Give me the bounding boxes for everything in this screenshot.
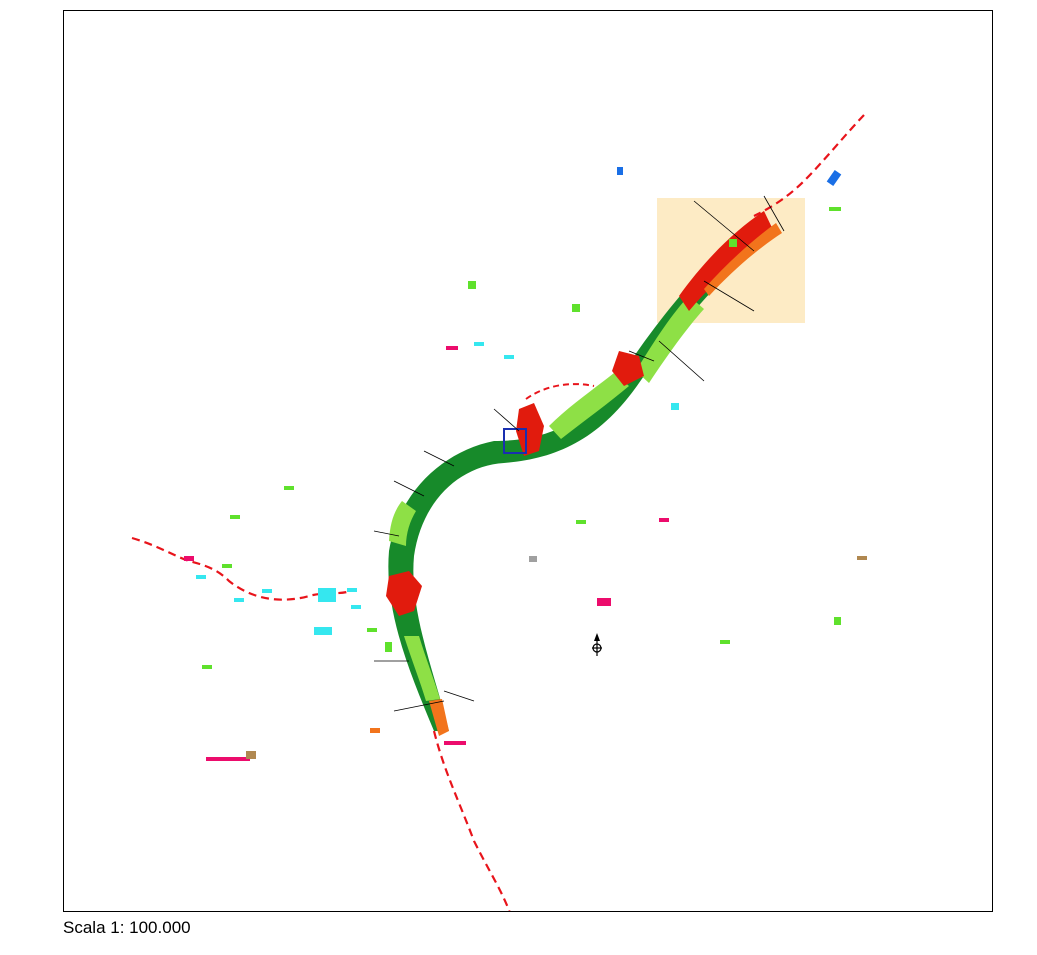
channel-segment-light: [389, 501, 416, 546]
hazard-map[interactable]: [64, 11, 993, 912]
risk-zone-high: [679, 211, 776, 311]
scale-label: Scala 1: 100.000: [63, 918, 191, 937]
map-frame[interactable]: [63, 10, 993, 912]
risk-zone-high: [386, 571, 422, 616]
boundary-line: [525, 383, 595, 400]
channel-segment-light: [636, 296, 704, 383]
boundary-line: [432, 114, 865, 911]
risk-zone-mid: [429, 699, 449, 736]
channel-segment-light: [404, 636, 440, 701]
survey-section: [503, 428, 527, 454]
north-arrow-icon: [592, 633, 602, 656]
channel-segment-light: [549, 373, 629, 439]
boundary-line: [131, 536, 355, 601]
point-features: [184, 167, 867, 761]
risk-zone-high: [612, 351, 644, 386]
risk-zone-mid: [704, 223, 782, 296]
risk-zone-high: [516, 403, 544, 456]
cross-section-lines: [373, 195, 785, 712]
